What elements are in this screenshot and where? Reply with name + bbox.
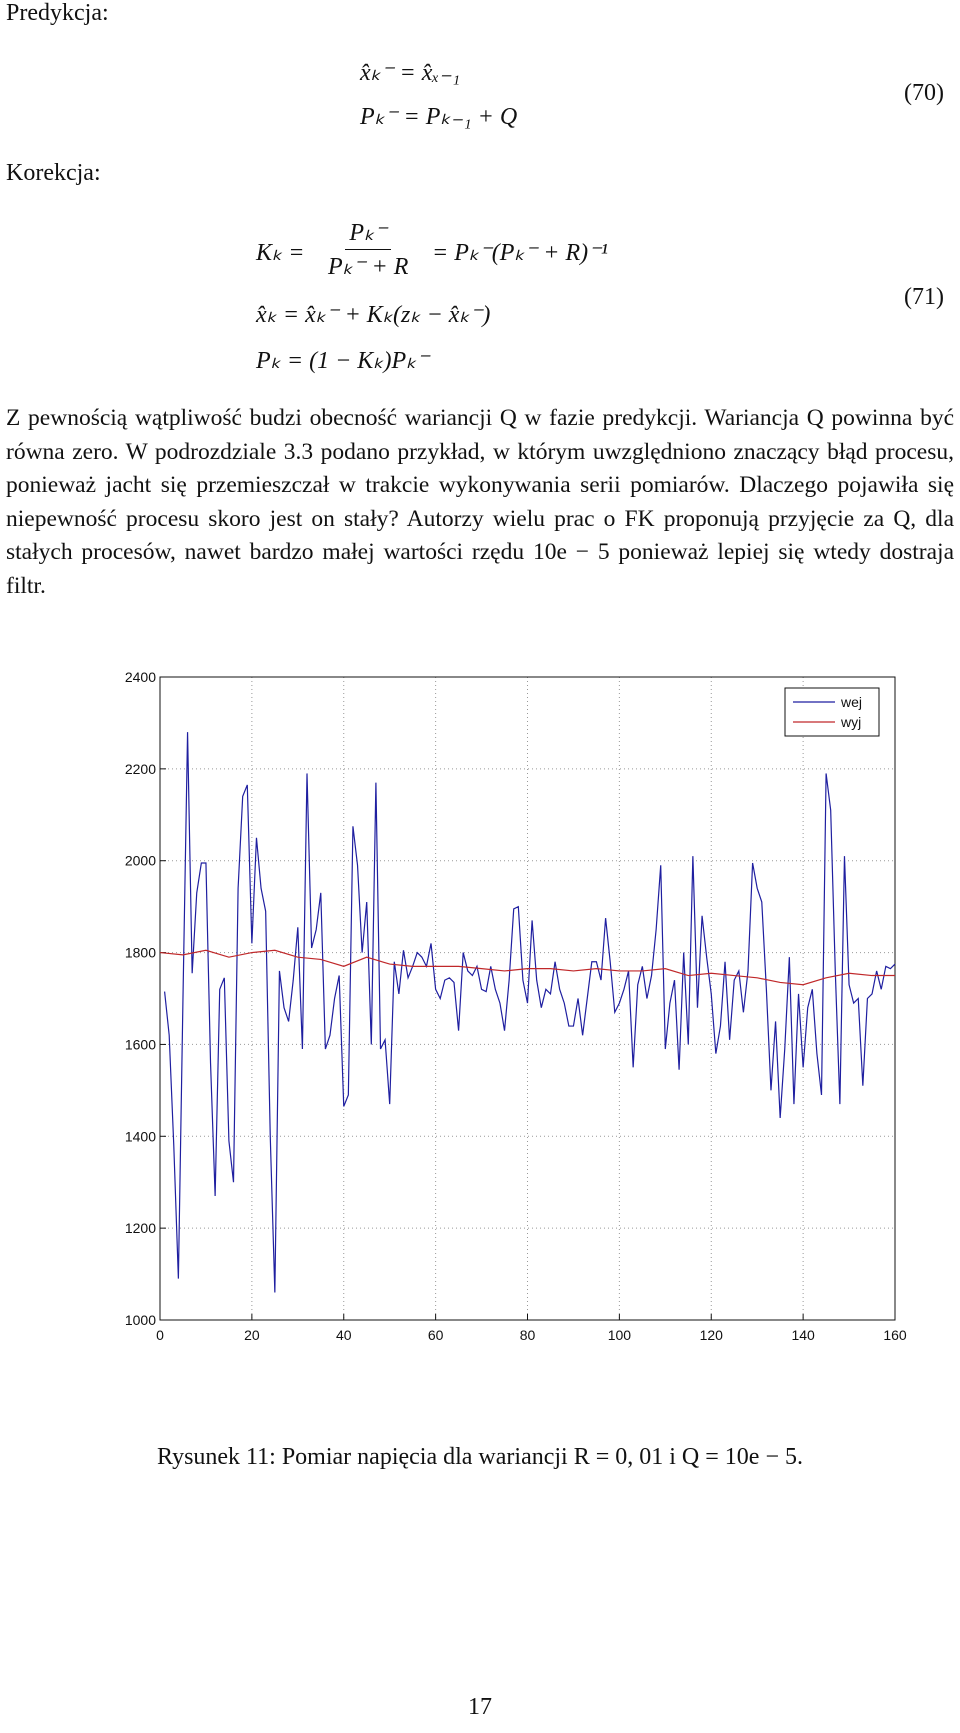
prediction-label: Predykcja: bbox=[6, 0, 109, 26]
x-tick-label: 140 bbox=[791, 1327, 815, 1343]
legend-box bbox=[784, 687, 880, 737]
legend-label: wyj bbox=[840, 714, 861, 730]
chart: 0 20 40 60 80 100 120 140 160 1000 1200 1400 1600 180… bbox=[125, 669, 907, 1343]
plot-frame bbox=[159, 676, 896, 1321]
x-tick-label: 40 bbox=[336, 1327, 352, 1343]
equation: Pₖ⁻ = Pₖ₋₁ + Q bbox=[360, 104, 518, 130]
x-tick-label: 160 bbox=[883, 1327, 907, 1343]
denominator: Pₖ⁻ + R bbox=[328, 254, 409, 280]
y-tick-label: 1800 bbox=[125, 945, 156, 961]
y-tick-label: 2400 bbox=[125, 669, 156, 685]
y-tick-label: 2000 bbox=[125, 853, 156, 869]
y-tick-label: 1400 bbox=[125, 1128, 156, 1144]
equation: x̂ₖ⁻ = x̂ₓ₋₁ bbox=[360, 60, 461, 86]
y-tick-label: 1200 bbox=[125, 1220, 156, 1236]
x-tick-label: 80 bbox=[520, 1327, 536, 1343]
x-tick-label: 0 bbox=[156, 1327, 164, 1343]
legend-label: wej bbox=[840, 694, 862, 710]
series-line bbox=[159, 949, 895, 986]
numerator: Pₖ⁻ bbox=[345, 218, 391, 250]
x-tick-label: 20 bbox=[244, 1327, 260, 1343]
y-tick-label: 2200 bbox=[125, 761, 156, 777]
x-tick-label: 60 bbox=[428, 1327, 444, 1343]
equation: Pₖ = (1 − Kₖ)Pₖ⁻ bbox=[256, 348, 430, 374]
y-tick-label: 1600 bbox=[125, 1036, 156, 1052]
fraction: Pₖ⁻ Pₖ⁻ + R bbox=[328, 218, 408, 281]
equation: x̂ₖ = x̂ₖ⁻ + Kₖ(zₖ − x̂ₖ⁻) bbox=[256, 302, 491, 328]
page-number: 17 bbox=[468, 1694, 492, 1720]
equation: Kₖ = bbox=[256, 240, 305, 266]
equation-number: (70) bbox=[904, 80, 944, 106]
equation-number: (71) bbox=[904, 284, 944, 310]
caption: Rysunek 11: Pomiar napięcia dla wariancj… bbox=[157, 1444, 803, 1470]
y-tick-label: 1000 bbox=[125, 1312, 156, 1328]
series-line bbox=[163, 732, 896, 1293]
equation: = Pₖ⁻(Pₖ⁻ + R)⁻¹ bbox=[432, 240, 608, 266]
paragraph: Z pewnością wątpliwość budzi obecność wa… bbox=[6, 405, 954, 599]
correction-label: Korekcja: bbox=[6, 160, 101, 186]
x-tick-label: 120 bbox=[700, 1327, 724, 1343]
x-tick-label: 100 bbox=[608, 1327, 632, 1343]
